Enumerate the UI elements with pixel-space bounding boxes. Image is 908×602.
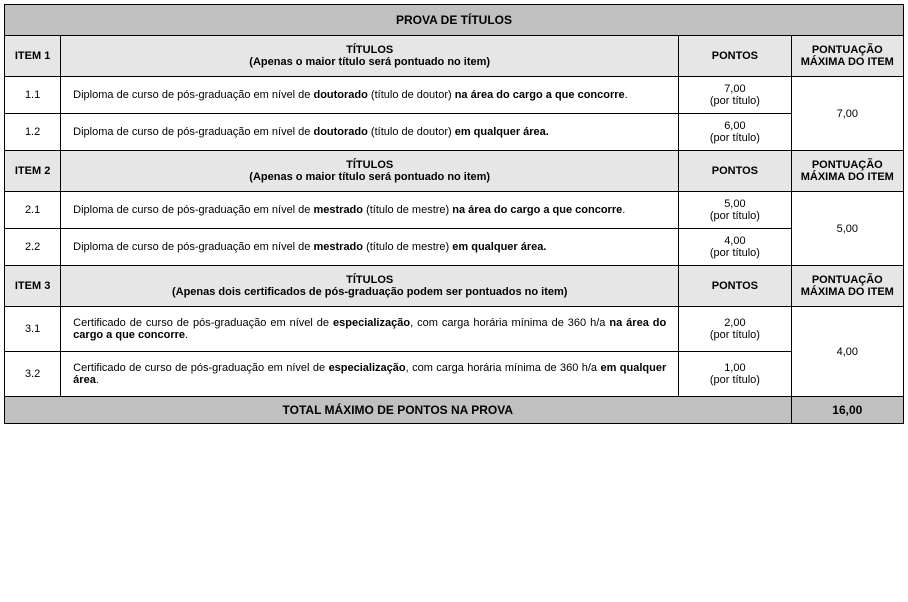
- section-header-row: ITEM 2TÍTULOS(Apenas o maior título será…: [5, 151, 904, 192]
- points-value: 7,00: [724, 83, 745, 95]
- item-id: 1.1: [5, 77, 61, 114]
- titulos-header-label: TÍTULOS: [346, 44, 393, 56]
- points-value: 1,00: [724, 362, 745, 374]
- titulos-header-label: TÍTULOS: [346, 274, 393, 286]
- item-points: 5,00(por título): [679, 192, 791, 229]
- table-row: 1.2Diploma de curso de pós-graduação em …: [5, 114, 904, 151]
- item-max: 5,00: [791, 192, 903, 266]
- item-points: 1,00(por título): [679, 352, 791, 397]
- item-description: Diploma de curso de pós-graduação em nív…: [61, 229, 679, 266]
- titulos-header: TÍTULOS(Apenas dois certificados de pós-…: [61, 266, 679, 307]
- points-unit: (por título): [710, 247, 760, 259]
- points-unit: (por título): [710, 210, 760, 222]
- table-body: PROVA DE TÍTULOSITEM 1TÍTULOS(Apenas o m…: [5, 5, 904, 424]
- section-header-row: ITEM 3TÍTULOS(Apenas dois certificados d…: [5, 266, 904, 307]
- total-label: TOTAL MÁXIMO DE PONTOS NA PROVA: [5, 397, 792, 424]
- total-row: TOTAL MÁXIMO DE PONTOS NA PROVA16,00: [5, 397, 904, 424]
- item-points: 6,00(por título): [679, 114, 791, 151]
- item-id: 1.2: [5, 114, 61, 151]
- total-value: 16,00: [791, 397, 903, 424]
- points-value: 4,00: [724, 235, 745, 247]
- item-description: Certificado de curso de pós-graduação em…: [61, 352, 679, 397]
- points-value: 5,00: [724, 198, 745, 210]
- titulos-header: TÍTULOS(Apenas o maior título será pontu…: [61, 36, 679, 77]
- pontos-header: PONTOS: [679, 151, 791, 192]
- points-value: 6,00: [724, 120, 745, 132]
- max-header: PONTUAÇÃO MÁXIMA DO ITEM: [791, 36, 903, 77]
- points-unit: (por título): [710, 329, 760, 341]
- item-header: ITEM 1: [5, 36, 61, 77]
- table-title: PROVA DE TÍTULOS: [5, 5, 904, 36]
- titulos-header-label: TÍTULOS: [346, 159, 393, 171]
- titulos-header-subtitle: (Apenas o maior título será pontuado no …: [249, 56, 490, 68]
- table-title-row: PROVA DE TÍTULOS: [5, 5, 904, 36]
- item-description: Certificado de curso de pós-graduação em…: [61, 307, 679, 352]
- item-description: Diploma de curso de pós-graduação em nív…: [61, 114, 679, 151]
- table-row: 2.1Diploma de curso de pós-graduação em …: [5, 192, 904, 229]
- section-header-row: ITEM 1TÍTULOS(Apenas o maior título será…: [5, 36, 904, 77]
- item-header: ITEM 2: [5, 151, 61, 192]
- titulos-header: TÍTULOS(Apenas o maior título será pontu…: [61, 151, 679, 192]
- titles-table: PROVA DE TÍTULOSITEM 1TÍTULOS(Apenas o m…: [4, 4, 904, 424]
- titulos-header-subtitle: (Apenas o maior título será pontuado no …: [249, 171, 490, 183]
- points-unit: (por título): [710, 132, 760, 144]
- pontos-header: PONTOS: [679, 36, 791, 77]
- item-points: 2,00(por título): [679, 307, 791, 352]
- item-points: 7,00(por título): [679, 77, 791, 114]
- pontos-header: PONTOS: [679, 266, 791, 307]
- table-row: 1.1Diploma de curso de pós-graduação em …: [5, 77, 904, 114]
- item-description: Diploma de curso de pós-graduação em nív…: [61, 192, 679, 229]
- max-header: PONTUAÇÃO MÁXIMA DO ITEM: [791, 266, 903, 307]
- item-id: 3.2: [5, 352, 61, 397]
- item-max: 7,00: [791, 77, 903, 151]
- titulos-header-subtitle: (Apenas dois certificados de pós-graduaç…: [172, 286, 567, 298]
- item-description: Diploma de curso de pós-graduação em nív…: [61, 77, 679, 114]
- points-unit: (por título): [710, 374, 760, 386]
- item-max: 4,00: [791, 307, 903, 397]
- item-header: ITEM 3: [5, 266, 61, 307]
- points-value: 2,00: [724, 317, 745, 329]
- item-points: 4,00(por título): [679, 229, 791, 266]
- table-row: 3.1Certificado de curso de pós-graduação…: [5, 307, 904, 352]
- item-id: 2.1: [5, 192, 61, 229]
- max-header: PONTUAÇÃO MÁXIMA DO ITEM: [791, 151, 903, 192]
- item-id: 2.2: [5, 229, 61, 266]
- item-id: 3.1: [5, 307, 61, 352]
- table-row: 2.2Diploma de curso de pós-graduação em …: [5, 229, 904, 266]
- points-unit: (por título): [710, 95, 760, 107]
- table-row: 3.2Certificado de curso de pós-graduação…: [5, 352, 904, 397]
